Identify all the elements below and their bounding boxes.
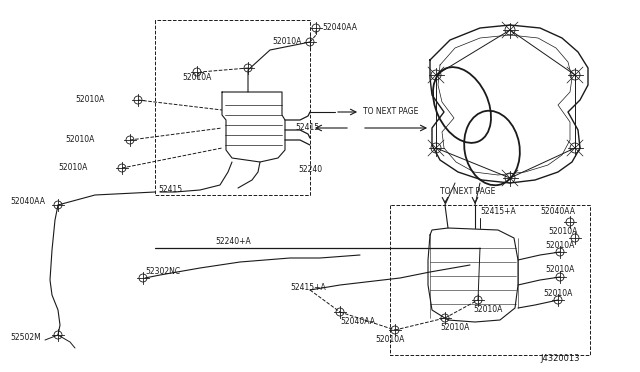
- Text: 52010A: 52010A: [272, 38, 301, 46]
- Text: 52415: 52415: [295, 124, 319, 132]
- Text: 52415+A: 52415+A: [480, 208, 516, 217]
- Text: 52010A: 52010A: [545, 241, 574, 250]
- Text: 52010A: 52010A: [182, 74, 211, 83]
- Text: TO NEXT PAGE: TO NEXT PAGE: [440, 187, 495, 196]
- Text: 52040AA: 52040AA: [10, 198, 45, 206]
- Text: 52040AA: 52040AA: [340, 317, 375, 327]
- Text: 52010A: 52010A: [440, 324, 469, 333]
- Text: 52040AA: 52040AA: [322, 23, 357, 32]
- Text: 52010A: 52010A: [543, 289, 572, 298]
- Text: J4320013: J4320013: [541, 354, 580, 363]
- Text: 52010A: 52010A: [473, 305, 502, 314]
- Text: 52415+A: 52415+A: [290, 282, 326, 292]
- Text: 52240: 52240: [298, 166, 322, 174]
- Text: 52010A: 52010A: [375, 336, 404, 344]
- Text: 52415: 52415: [158, 186, 182, 195]
- Text: TO NEXT PAGE: TO NEXT PAGE: [363, 108, 419, 116]
- Text: 52010A: 52010A: [65, 135, 94, 144]
- Text: 52040AA: 52040AA: [540, 208, 575, 217]
- Text: 52010A: 52010A: [75, 96, 104, 105]
- Text: 52010A: 52010A: [58, 164, 88, 173]
- Text: 52240+A: 52240+A: [215, 237, 251, 247]
- Text: 52302NC: 52302NC: [145, 267, 180, 276]
- Text: 52010A: 52010A: [545, 266, 574, 275]
- Text: 52502M: 52502M: [10, 334, 41, 343]
- Text: 52010A: 52010A: [548, 228, 577, 237]
